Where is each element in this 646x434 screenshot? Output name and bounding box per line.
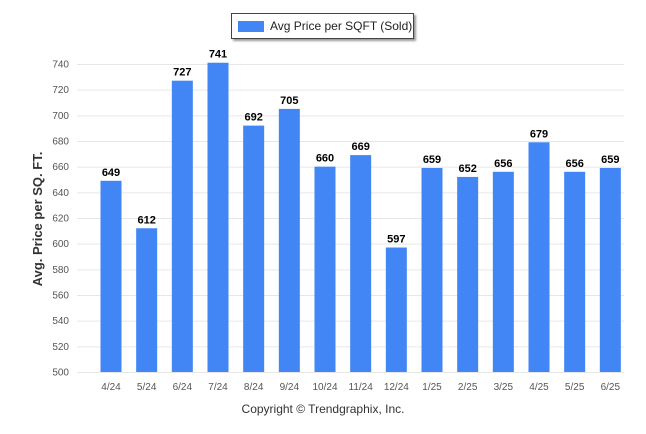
bar[interactable] [492, 171, 514, 372]
x-tick-label: 11/24 [349, 382, 374, 393]
data-label: 656 [494, 158, 512, 170]
y-tick-label: 520 [52, 342, 69, 353]
data-label: 692 [244, 112, 262, 124]
x-tick-label: 12/24 [384, 382, 409, 393]
x-tick-label: 2/25 [458, 382, 478, 393]
x-tick-label: 4/24 [101, 382, 121, 393]
bar[interactable] [136, 228, 158, 372]
data-label: 652 [458, 163, 476, 175]
bar[interactable] [528, 142, 550, 372]
x-tick-label: 5/25 [565, 382, 585, 393]
bar[interactable] [564, 171, 586, 372]
x-tick-label: 1/25 [422, 382, 442, 393]
y-tick-label: 580 [52, 265, 69, 276]
data-label: 649 [102, 167, 120, 179]
bar[interactable] [314, 166, 336, 372]
data-label: 659 [423, 154, 441, 166]
bar[interactable] [278, 108, 300, 373]
x-tick-label: 7/24 [208, 382, 228, 393]
x-tick-label: 6/24 [173, 382, 193, 393]
bar[interactable] [350, 155, 372, 372]
y-tick-label: 560 [52, 291, 69, 302]
data-label: 659 [601, 154, 619, 166]
y-tick-label: 620 [52, 214, 69, 225]
data-label: 612 [137, 214, 155, 226]
data-label: 741 [209, 49, 227, 61]
bar[interactable] [457, 176, 479, 372]
bars [100, 62, 621, 373]
x-tick-label: 10/24 [312, 382, 337, 393]
bar[interactable] [599, 167, 621, 372]
data-label: 705 [280, 95, 298, 107]
x-tick-label: 9/24 [280, 382, 300, 393]
y-tick-label: 540 [52, 316, 69, 327]
y-tick-label: 700 [52, 111, 69, 122]
x-tick-label: 4/25 [529, 382, 549, 393]
x-tick-label: 8/24 [244, 382, 264, 393]
data-label: 727 [173, 67, 191, 79]
bar[interactable] [100, 180, 122, 372]
x-tick-label: 6/25 [601, 382, 621, 393]
y-tick-label: 500 [52, 368, 69, 379]
bar[interactable] [171, 80, 193, 372]
data-label: 679 [530, 128, 548, 140]
data-labels: 649 612 727 741 692 705 660 669 597 659 652 656 679 6… [102, 49, 620, 246]
bar[interactable] [243, 125, 265, 372]
data-label: 597 [387, 234, 405, 246]
y-tick-label: 600 [52, 239, 69, 250]
y-axis-title: Avg. Price per SQ. FT. [30, 152, 45, 287]
y-axis-ticks: 500 520 540 560 580 600 620 640 660 680 700 720 740 [52, 60, 69, 379]
data-label: 660 [316, 153, 334, 165]
bar[interactable] [385, 247, 407, 372]
legend[interactable]: Avg Price per SQFT (Sold) [231, 13, 414, 39]
y-tick-label: 640 [52, 188, 69, 199]
y-tick-label: 740 [52, 60, 69, 71]
x-tick-label: 5/24 [137, 382, 157, 393]
x-tick-label: 3/25 [494, 382, 514, 393]
legend-label: Avg Price per SQFT (Sold) [270, 19, 413, 33]
data-label: 656 [565, 158, 583, 170]
bar[interactable] [421, 167, 443, 372]
data-label: 669 [351, 141, 369, 153]
y-tick-label: 660 [52, 162, 69, 173]
y-tick-label: 720 [52, 85, 69, 96]
copyright-footer: Copyright © Trendgraphix, Inc. [241, 402, 405, 416]
y-tick-label: 680 [52, 137, 69, 148]
bar[interactable] [207, 62, 229, 372]
legend-swatch [238, 20, 264, 32]
x-axis-ticks: 4/24 5/24 6/24 7/24 8/24 9/24 10/24 11/24 12/24 1… [101, 382, 620, 393]
